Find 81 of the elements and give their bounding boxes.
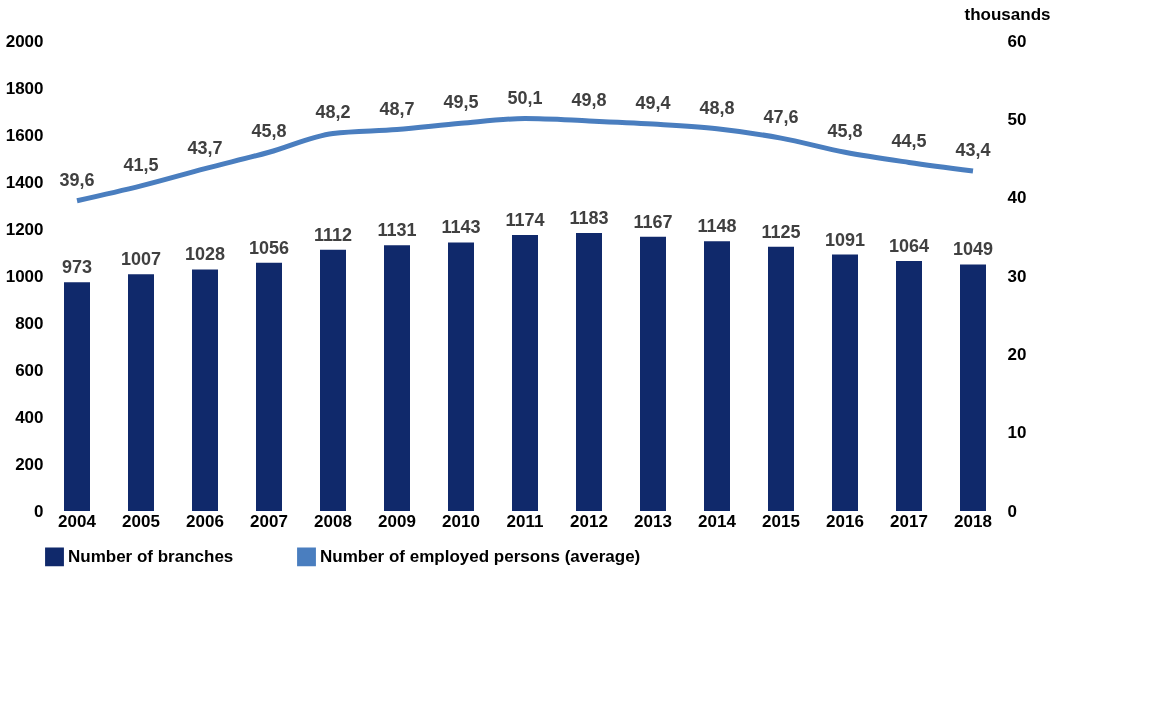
x-tick-label: 2005 [122, 511, 160, 531]
x-tick-label: 2010 [442, 511, 480, 531]
y-tick-label: 800 [15, 313, 44, 333]
x-tick-label: 2012 [570, 511, 608, 531]
y-tick-label: 1000 [5, 266, 44, 286]
y-tick-label: 400 [15, 407, 44, 427]
x-tick-label: 2016 [826, 511, 864, 531]
data-label: 1028 [184, 244, 226, 265]
y-tick-label: 2000 [5, 31, 44, 51]
y-tick-label: 0 [34, 501, 44, 521]
data-label: 1183 [569, 207, 609, 228]
x-tick-label: 2007 [250, 511, 288, 531]
data-label: 1007 [120, 249, 162, 270]
bar [320, 249, 346, 511]
y2-tick-label: 40 [1007, 188, 1027, 208]
y2-tick-label: 20 [1007, 344, 1027, 364]
data-label: 973 [61, 257, 93, 278]
data-label: 49,4 [635, 93, 671, 114]
bar [512, 235, 538, 511]
x-tick-label: 2017 [890, 511, 928, 531]
data-label: 1112 [313, 224, 353, 245]
bar [128, 274, 154, 511]
x-tick-label: 2009 [378, 511, 416, 531]
bar [640, 236, 666, 511]
y-tick-label: 1400 [5, 172, 44, 192]
data-label: 41,5 [123, 154, 159, 175]
data-label: 43,7 [187, 137, 223, 158]
data-label: 1049 [952, 239, 994, 260]
y-tick-label: 200 [15, 454, 44, 474]
data-label: 1056 [248, 237, 290, 258]
data-label: 48,8 [699, 97, 735, 118]
bar [192, 269, 218, 511]
legend-label: Number of branches [68, 546, 234, 566]
bar [256, 262, 282, 511]
x-tick-label: 2013 [634, 511, 672, 531]
y2-tick-label: 50 [1007, 109, 1027, 129]
data-label: 48,7 [379, 98, 415, 119]
data-label: 45,8 [251, 121, 287, 142]
data-label: 1167 [633, 211, 673, 232]
data-label: 1174 [505, 210, 545, 231]
y2-tick-label: 60 [1007, 31, 1027, 51]
y-tick-label: 1600 [5, 125, 44, 145]
data-label: 1143 [441, 217, 481, 238]
data-label: 48,2 [315, 102, 351, 123]
bar [64, 282, 90, 511]
data-label: 1131 [377, 220, 417, 241]
bar [448, 242, 474, 511]
bar [576, 232, 602, 511]
data-label: 44,5 [891, 131, 927, 152]
x-tick-label: 2004 [58, 511, 97, 531]
x-tick-label: 2018 [954, 511, 992, 531]
x-tick-label: 2006 [186, 511, 224, 531]
y2-tick-label: 30 [1007, 266, 1027, 286]
data-label: 45,8 [827, 121, 863, 142]
data-label: 1064 [888, 235, 930, 256]
legend-label: Number of employed persons (average) [320, 546, 641, 566]
y2-tick-label: 10 [1007, 423, 1027, 443]
bar [384, 245, 410, 511]
bar [960, 264, 986, 511]
y-tick-label: 1200 [5, 219, 44, 239]
data-label: 49,5 [443, 92, 479, 113]
y2-tick-label: 0 [1007, 501, 1017, 521]
data-label: 50,1 [507, 87, 543, 108]
y-tick-label: 1800 [5, 78, 44, 98]
x-tick-label: 2014 [698, 511, 737, 531]
x-tick-label: 2015 [762, 511, 800, 531]
y2-axis-title: thousands [964, 4, 1051, 24]
bar [832, 254, 858, 511]
x-tick-label: 2011 [506, 511, 544, 531]
data-label: 43,4 [955, 140, 991, 161]
bar [896, 260, 922, 511]
data-label: 1125 [761, 221, 801, 242]
x-tick-label: 2008 [314, 511, 352, 531]
data-label: 39,6 [59, 169, 95, 190]
data-label: 47,6 [763, 107, 799, 128]
data-label: 1148 [697, 216, 737, 237]
data-label: 49,8 [571, 89, 607, 110]
bar [704, 241, 730, 511]
bar [768, 246, 794, 511]
data-label: 1091 [824, 229, 866, 250]
y-tick-label: 600 [15, 360, 44, 380]
